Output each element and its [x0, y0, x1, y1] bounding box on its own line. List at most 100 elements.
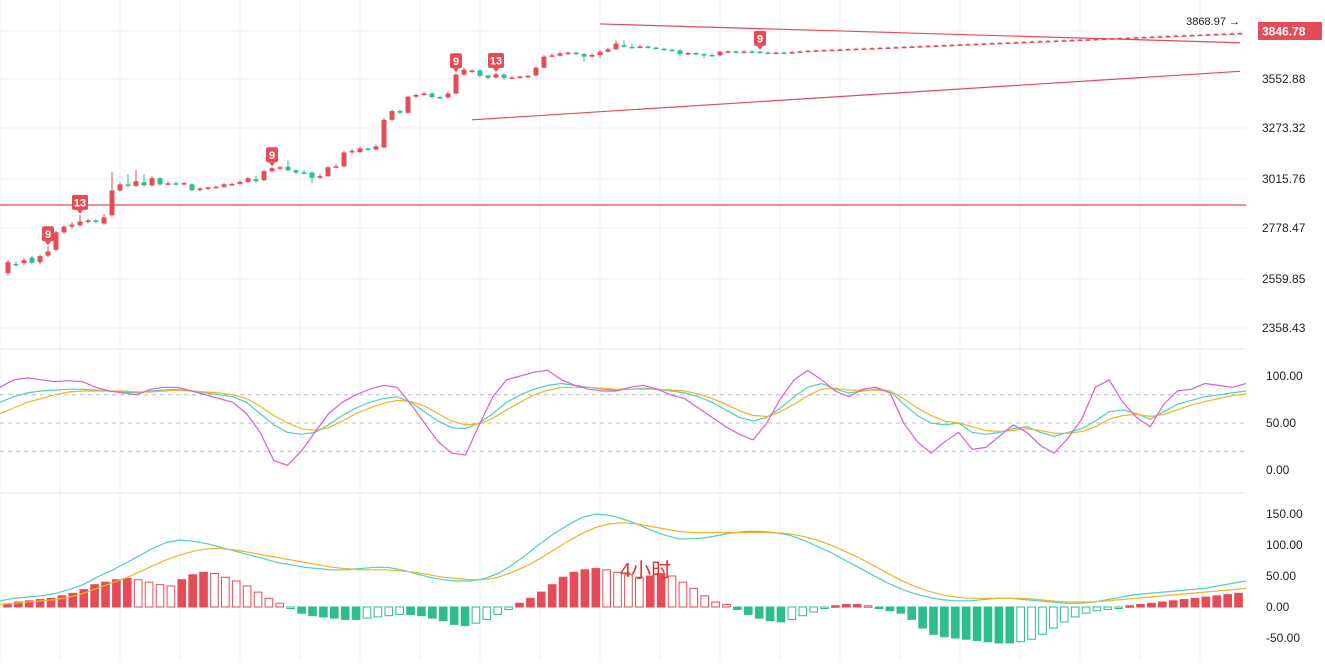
macd-histogram-bar [787, 606, 797, 620]
candle-body [1173, 35, 1179, 38]
macd-histogram-bar [1125, 605, 1134, 608]
count-label: 13 [490, 55, 502, 67]
macd-histogram-bar [711, 601, 720, 608]
macd-histogram-bar [776, 606, 786, 623]
candle-body [1197, 34, 1203, 37]
candle-body [1109, 38, 1115, 40]
candle-body [661, 48, 667, 51]
macd-histogram-bar [863, 605, 873, 608]
macd-tick-label: 0.00 [1266, 600, 1290, 614]
count-label-pointer [493, 67, 499, 72]
candle-body [1029, 41, 1035, 44]
macd-histogram-bar [569, 571, 579, 608]
candle-body [501, 74, 507, 78]
candle-body [533, 67, 539, 76]
macd-histogram-bar [983, 606, 993, 643]
candle-body [733, 51, 739, 53]
candle-body [709, 54, 715, 57]
macd-histogram-bar [754, 606, 764, 619]
candle-body [1045, 40, 1051, 43]
candle-body [141, 182, 147, 186]
macd-histogram-bar [395, 606, 404, 615]
candle-body [1229, 33, 1235, 35]
candle-body [245, 178, 251, 182]
candle-body [1205, 34, 1211, 36]
macd-histogram-bar [471, 606, 481, 624]
macd-histogram-bar [678, 581, 688, 608]
candle-body [565, 52, 571, 55]
candle-body [293, 170, 299, 173]
candle-body [29, 257, 35, 263]
macd-histogram-bar [667, 575, 677, 608]
candle-body [1149, 36, 1155, 39]
candle-body [613, 43, 619, 50]
macd-histogram-bar [515, 602, 524, 608]
macd-histogram-bar [1223, 594, 1232, 608]
candle-body [693, 53, 699, 55]
macd-tick-label: 150.00 [1266, 507, 1303, 521]
candle-body [477, 70, 483, 76]
macd-histogram-bar [831, 605, 840, 608]
last-price-label: 3846.78 [1262, 25, 1306, 39]
macd-histogram-bar [242, 585, 252, 608]
macd-histogram-bar [188, 574, 197, 608]
macd-histogram-bar [722, 604, 731, 608]
candle-body [429, 93, 435, 98]
candle-body [493, 74, 499, 78]
candle-body [37, 256, 43, 263]
macd-histogram-bar [1114, 606, 1124, 609]
candle-body [181, 183, 187, 185]
candle-body [485, 75, 491, 78]
candle-body [5, 262, 11, 274]
candle-body [1005, 42, 1011, 45]
macd-histogram-bar [79, 589, 89, 608]
candle-body [517, 76, 523, 79]
candle-body [989, 43, 995, 45]
macd-histogram-bar [1027, 606, 1036, 640]
candle-body [805, 50, 811, 53]
price-tick-label: 3273.32 [1262, 121, 1306, 135]
price-axis: 3846.78 3552.88 3273.32 3015.76 2778.47 2559.… [1258, 22, 1322, 335]
macd-histogram-bar [133, 579, 143, 608]
count-label-pointer [757, 45, 763, 50]
macd-histogram-bar [558, 576, 568, 608]
macd-histogram-bar [536, 591, 546, 608]
candle-body [437, 97, 443, 99]
candle-body [773, 52, 779, 55]
macd-histogram-bar [852, 604, 862, 608]
macd-histogram-bar [438, 606, 448, 622]
candle-body [69, 224, 75, 227]
candle-body [541, 56, 547, 68]
candle-body [469, 70, 475, 72]
price-tick-label: 3552.88 [1262, 72, 1306, 86]
macd-histogram-bar [57, 595, 67, 608]
candle-body [229, 183, 235, 186]
macd-histogram-bar [406, 606, 415, 615]
macd-histogram-bar [493, 606, 503, 615]
candle-body [749, 51, 755, 53]
kdj-tick-label: 50.00 [1266, 416, 1296, 430]
candle-body [1181, 35, 1187, 37]
count-label-pointer [77, 209, 83, 214]
macd-histogram-bar [340, 606, 350, 620]
macd-histogram-bar [918, 606, 927, 629]
macd-histogram-bar [384, 606, 394, 617]
macd-histogram-bar [1038, 606, 1047, 635]
macd-histogram-bar [874, 606, 884, 609]
candle-body [1133, 37, 1139, 39]
candle-body [1093, 38, 1099, 41]
price-tick-label: 2559.85 [1262, 272, 1306, 286]
kdj-k-line [0, 382, 1247, 437]
count-label-bg [488, 52, 504, 68]
candle-body [285, 166, 291, 171]
candle-body [1189, 35, 1195, 37]
candle-body [269, 168, 275, 172]
candle-body [629, 46, 635, 49]
macd-tick-label: -50.00 [1266, 631, 1300, 645]
candle-body [677, 50, 683, 55]
count-label: 13 [74, 197, 86, 209]
macd-histogram-bar [449, 606, 459, 625]
candle-body [101, 217, 107, 224]
candle-body [821, 50, 827, 52]
